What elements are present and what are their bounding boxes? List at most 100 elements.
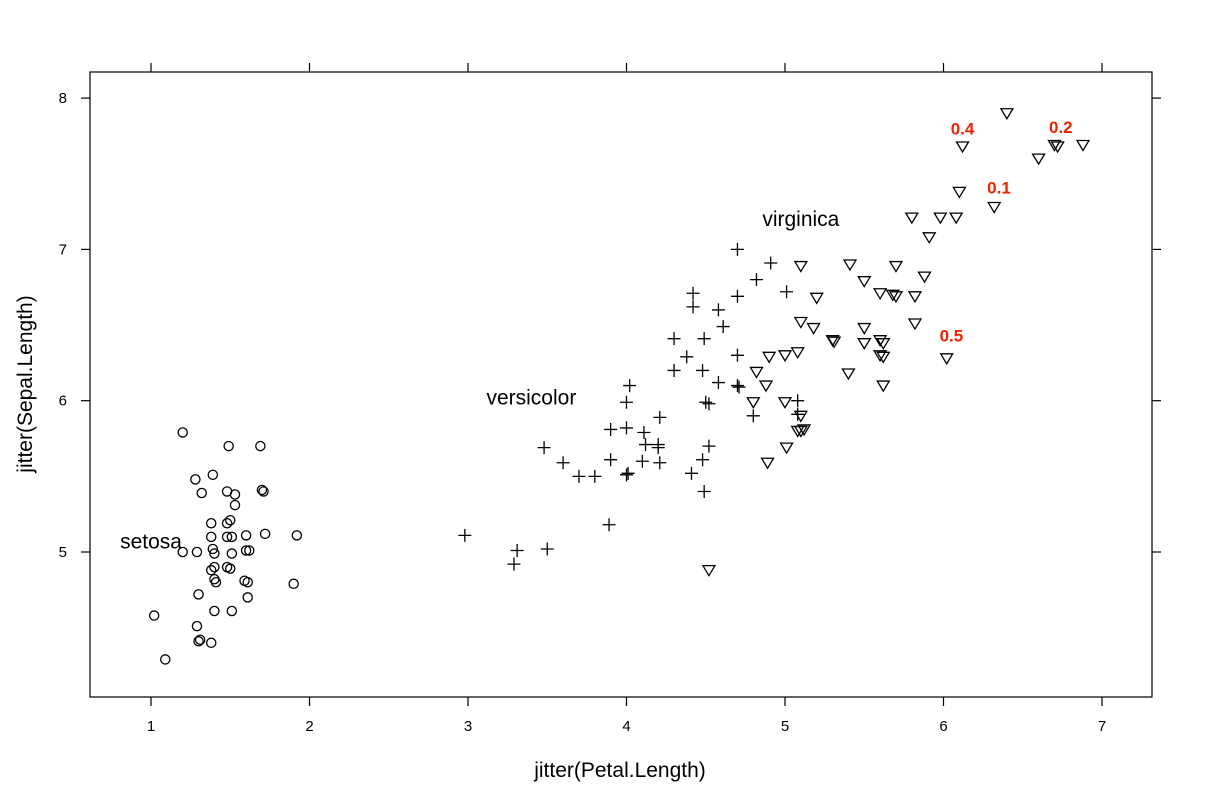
setosa-point — [194, 634, 206, 646]
virginica-point — [1050, 141, 1065, 154]
virginica-point — [793, 260, 808, 273]
virginica-point — [857, 276, 872, 288]
group-labels: setosa versicolor virginica 0.4 0.2 0.1 0.5 — [120, 116, 1074, 553]
setosa-point — [226, 531, 238, 543]
setosa-point — [210, 577, 222, 588]
virginica-point — [777, 397, 793, 409]
setosa-point — [193, 636, 204, 647]
setosa-point — [177, 546, 188, 558]
x-tick-label: 7 — [1098, 718, 1106, 735]
setosa-point — [191, 620, 203, 632]
virginica-point — [758, 380, 774, 393]
setosa-point — [160, 654, 171, 665]
versicolor-point — [635, 454, 649, 468]
y-tick-label: 8 — [59, 90, 67, 107]
virginica-point — [779, 442, 794, 455]
setosa-point — [224, 514, 236, 526]
versicolor-point — [588, 469, 602, 483]
versicolor-point — [684, 466, 698, 480]
versicolor-point — [680, 350, 694, 364]
virginica-point — [1075, 139, 1091, 152]
setosa-point — [193, 589, 204, 600]
virginica-point — [876, 338, 891, 350]
versicolor-point — [667, 332, 681, 346]
virginica-point — [987, 201, 1002, 214]
virginica-point — [762, 351, 777, 364]
versicolor-point — [746, 409, 760, 423]
data-marks — [148, 108, 1091, 665]
setosa-point — [221, 518, 233, 529]
virginica-point — [876, 351, 891, 364]
setosa-point — [240, 530, 252, 541]
virginica-point — [790, 347, 805, 360]
x-tick-label: 6 — [939, 718, 947, 735]
versicolor-point — [556, 456, 570, 470]
setosa-point — [242, 577, 253, 588]
annotation-label: 0.4 — [951, 119, 975, 138]
group-label-versicolor: versicolor — [486, 387, 576, 410]
setosa-point — [259, 528, 271, 540]
y-tick-label: 6 — [59, 393, 67, 410]
setosa-point — [226, 548, 238, 559]
versicolor-point — [623, 379, 637, 393]
versicolor-point — [604, 453, 618, 467]
setosa-point — [190, 474, 201, 485]
versicolor-point — [764, 256, 778, 270]
versicolor-point — [507, 557, 521, 571]
setosa-point — [209, 605, 220, 617]
versicolor-point — [702, 439, 716, 453]
versicolor-point — [711, 376, 725, 390]
versicolor-point — [697, 484, 711, 498]
virginica-point — [949, 212, 964, 225]
virginica-point — [872, 350, 888, 363]
virginica-point — [826, 336, 842, 349]
virginica-point — [917, 271, 932, 284]
virginica-point — [806, 322, 821, 335]
setosa-point — [240, 545, 252, 556]
virginica-point — [777, 350, 793, 363]
versicolor-point — [458, 528, 472, 542]
virginica-point — [952, 186, 967, 199]
versicolor-point — [730, 348, 744, 362]
setosa-point — [288, 578, 299, 590]
setosa-point — [291, 530, 303, 541]
versicolor-point — [620, 395, 633, 409]
setosa-point — [226, 605, 238, 617]
versicolor-point — [510, 543, 524, 557]
versicolor-point — [749, 273, 763, 287]
virginica-point — [1031, 153, 1046, 166]
versicolor-point — [686, 286, 700, 300]
setosa-point — [205, 518, 217, 529]
versicolor-point — [537, 441, 551, 455]
setosa-point — [191, 546, 203, 558]
virginica-point — [872, 288, 888, 301]
x-tick-label: 1 — [147, 718, 155, 735]
virginica-point — [749, 366, 764, 379]
setosa-point — [196, 487, 207, 499]
virginica-point — [888, 260, 904, 273]
setosa-point — [205, 637, 217, 649]
group-label-setosa: setosa — [120, 530, 182, 553]
setosa-point — [229, 499, 241, 511]
x-axis-title: jitter(Petal.Length) — [533, 759, 706, 782]
versicolor-point — [730, 379, 744, 393]
virginica-point — [793, 316, 808, 329]
setosa-point — [242, 592, 253, 603]
setosa-point — [223, 440, 234, 452]
versicolor-point — [780, 285, 794, 299]
versicolor-point — [791, 407, 805, 421]
virginica-point — [933, 212, 948, 225]
versicolor-point — [791, 394, 805, 408]
annotation-label: 0.5 — [940, 327, 964, 346]
virginica-point — [842, 259, 858, 272]
setosa-point — [177, 427, 188, 438]
versicolor-point — [653, 410, 667, 424]
versicolor-point — [696, 363, 710, 377]
virginica-point — [857, 322, 872, 335]
versicolor-point — [651, 441, 665, 455]
setosa-point — [148, 610, 160, 621]
virginica-point — [857, 338, 872, 350]
virginica-point — [907, 318, 923, 331]
virginica-point — [999, 108, 1015, 120]
